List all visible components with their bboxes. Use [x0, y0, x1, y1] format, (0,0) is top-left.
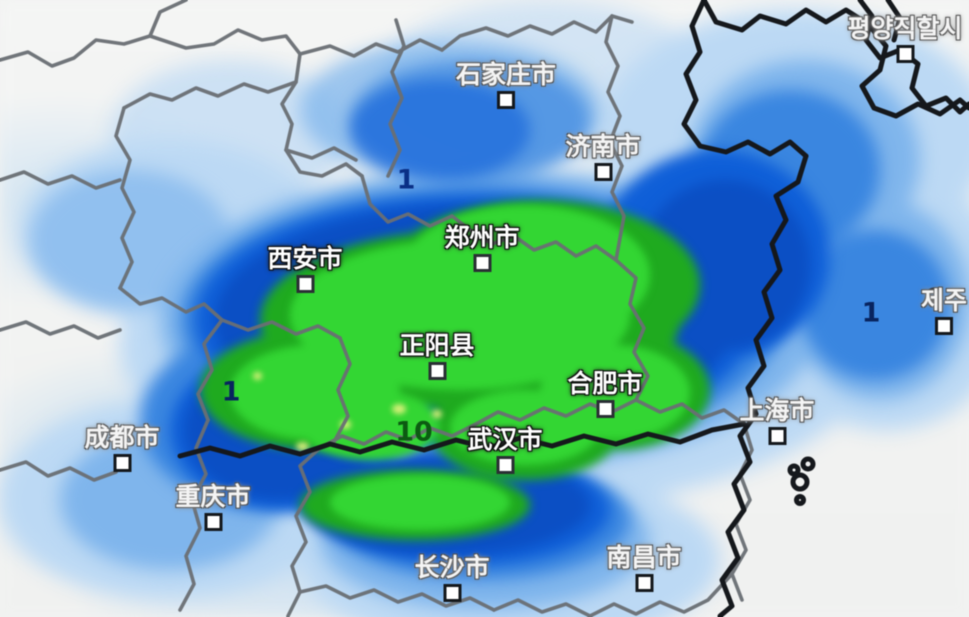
- city-label: 长沙市: [414, 553, 490, 602]
- city-label: 제주: [921, 288, 967, 335]
- city-name: 石家庄市: [455, 60, 557, 89]
- city-name: 上海市: [739, 396, 815, 425]
- city-name: 正阳县: [399, 331, 475, 360]
- city-label: 济南市: [565, 132, 641, 181]
- city-name: 合肥市: [567, 369, 643, 398]
- city-label: 武汉市: [467, 425, 543, 474]
- city-marker-icon: [767, 427, 786, 445]
- city-label: 평양직할시: [847, 14, 963, 63]
- city-label: 南昌市: [606, 543, 682, 592]
- city-label: 合肥市: [567, 369, 643, 418]
- city-label: 郑州市: [444, 223, 520, 272]
- city-name: 长沙市: [414, 553, 490, 582]
- city-name: 济南市: [565, 132, 641, 161]
- city-name: 南昌市: [606, 543, 682, 572]
- city-label: 成都市: [84, 423, 160, 472]
- city-marker-icon: [595, 400, 614, 418]
- city-label: 石家庄市: [456, 62, 556, 109]
- city-name: 重庆市: [175, 482, 251, 511]
- city-marker-icon: [203, 513, 222, 531]
- city-marker-icon: [634, 574, 653, 592]
- contour-value-label: 1: [221, 376, 241, 408]
- contour-value-label: 10: [395, 416, 433, 448]
- city-name: 평양직할시: [847, 14, 963, 43]
- city-label: 西安市: [267, 244, 343, 293]
- city-marker-icon: [496, 91, 515, 109]
- city-name: 武汉市: [467, 425, 543, 454]
- city-name: 成都市: [84, 423, 160, 452]
- city-marker-icon: [442, 584, 461, 602]
- city-marker-icon: [472, 254, 491, 272]
- city-name: 郑州市: [444, 223, 520, 252]
- city-name: 西安市: [267, 244, 343, 273]
- city-marker-icon: [495, 456, 514, 474]
- city-label: 上海市: [739, 396, 815, 445]
- city-name: 제주: [920, 286, 968, 315]
- city-marker-icon: [427, 362, 446, 380]
- city-marker-icon: [895, 45, 914, 63]
- contour-value-label: 1: [861, 297, 881, 329]
- city-marker-icon: [934, 317, 953, 335]
- city-marker-icon: [593, 163, 612, 181]
- city-label: 正阳县: [399, 331, 475, 380]
- city-label: 重庆市: [175, 482, 251, 531]
- city-marker-icon: [295, 275, 314, 293]
- contour-value-label: 1: [396, 164, 416, 196]
- city-marker-icon: [112, 454, 131, 472]
